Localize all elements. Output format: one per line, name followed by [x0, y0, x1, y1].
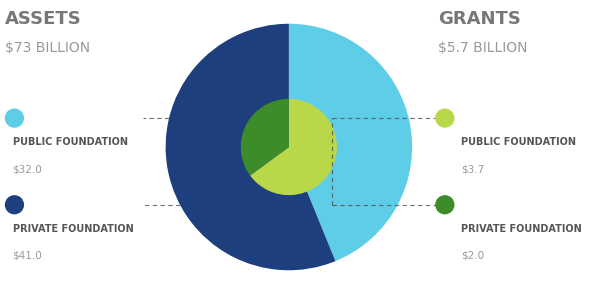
Text: $73 BILLION: $73 BILLION — [5, 41, 90, 55]
Circle shape — [5, 108, 24, 128]
Text: GRANTS: GRANTS — [438, 10, 521, 28]
Text: $3.7: $3.7 — [461, 164, 485, 174]
Wedge shape — [289, 24, 412, 261]
Wedge shape — [250, 99, 337, 195]
Wedge shape — [165, 24, 336, 270]
Text: PRIVATE FOUNDATION: PRIVATE FOUNDATION — [13, 224, 133, 234]
Text: PUBLIC FOUNDATION: PUBLIC FOUNDATION — [13, 137, 128, 147]
Text: $2.0: $2.0 — [461, 251, 484, 261]
Wedge shape — [241, 99, 289, 176]
Circle shape — [5, 195, 24, 214]
Text: $32.0: $32.0 — [13, 164, 42, 174]
Circle shape — [435, 108, 454, 128]
Text: $41.0: $41.0 — [13, 251, 42, 261]
Text: PUBLIC FOUNDATION: PUBLIC FOUNDATION — [461, 137, 576, 147]
Circle shape — [435, 195, 454, 214]
Text: ASSETS: ASSETS — [5, 10, 82, 28]
Text: PRIVATE FOUNDATION: PRIVATE FOUNDATION — [461, 224, 582, 234]
Text: $5.7 BILLION: $5.7 BILLION — [438, 41, 528, 55]
